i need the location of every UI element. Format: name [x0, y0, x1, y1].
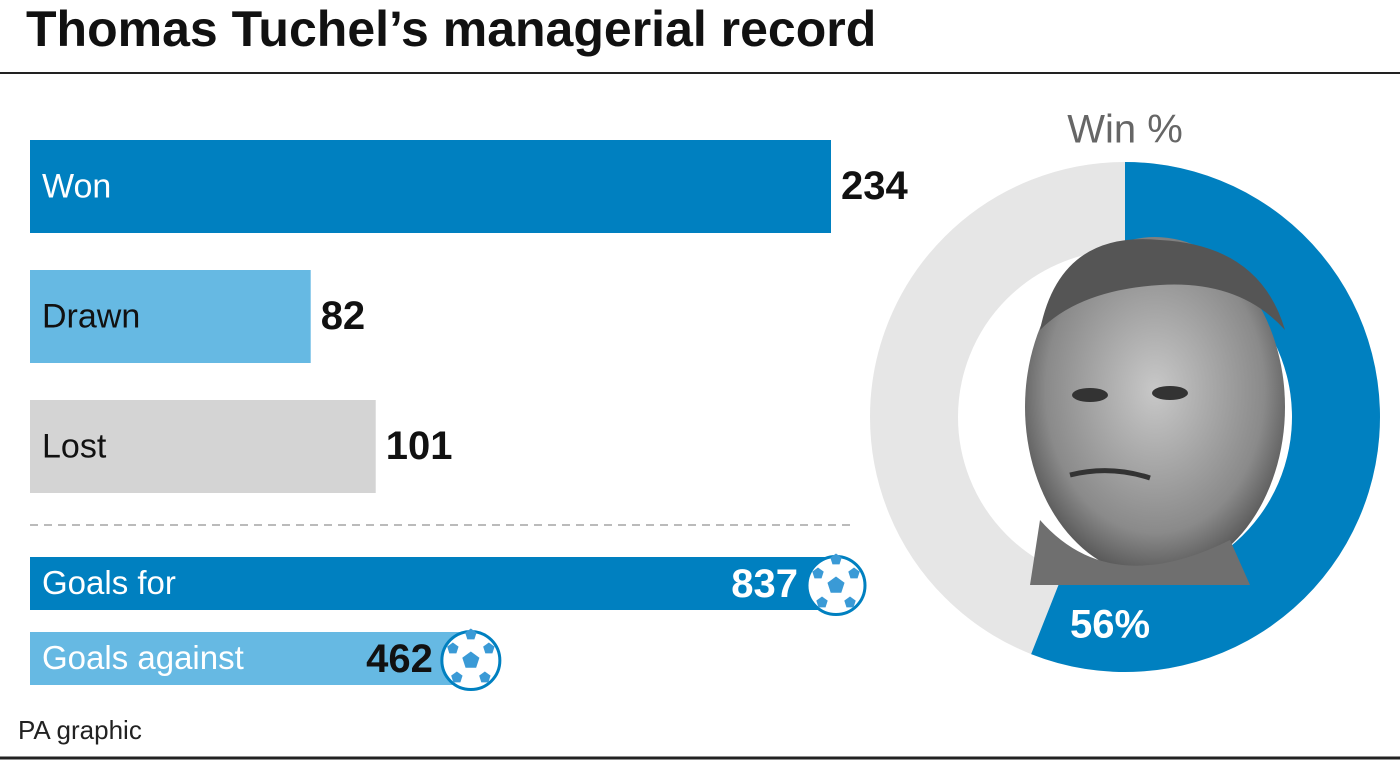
ball-patch	[479, 671, 491, 683]
bar	[30, 400, 376, 493]
ball-patch	[483, 642, 495, 654]
ball-patch	[812, 567, 824, 579]
value-label: 837	[731, 562, 798, 606]
neck	[1030, 520, 1250, 585]
title: Thomas Tuchel’s managerial record	[26, 1, 876, 57]
ball-patch	[816, 596, 828, 608]
eye	[1152, 386, 1188, 400]
value-label: 234	[841, 164, 908, 208]
bar-label: Goals for	[42, 564, 176, 601]
value-label: 101	[386, 424, 453, 468]
football-icon	[805, 553, 867, 616]
donut-title: Win %	[1067, 108, 1183, 152]
hair	[1040, 239, 1285, 330]
ball-patch	[830, 553, 842, 565]
eye	[1072, 388, 1108, 402]
ball-patch	[848, 567, 860, 579]
mouth	[1069, 468, 1151, 481]
football-icon	[440, 628, 502, 691]
ball-patch	[827, 576, 845, 593]
bar-label: Won	[42, 167, 111, 205]
donut	[870, 162, 1381, 673]
bar	[30, 632, 480, 685]
ball-patch	[447, 642, 459, 654]
source: PA graphic	[18, 715, 142, 745]
head	[1025, 237, 1285, 577]
bar	[30, 140, 831, 233]
portrait	[1025, 237, 1285, 585]
bar-label: Lost	[42, 427, 107, 465]
value-label: 462	[366, 637, 433, 681]
bar-label: Goals against	[42, 639, 244, 676]
donut-segment	[1031, 162, 1381, 673]
ball-patch	[451, 671, 463, 683]
ball-patch	[465, 628, 477, 640]
value-label: 82	[321, 294, 366, 338]
bar-label: Drawn	[42, 297, 140, 335]
bar	[30, 557, 845, 610]
ball-patch	[844, 596, 856, 608]
ball-patch	[462, 651, 480, 668]
bar	[30, 270, 311, 363]
donut-value-label: 56%	[1070, 603, 1150, 647]
